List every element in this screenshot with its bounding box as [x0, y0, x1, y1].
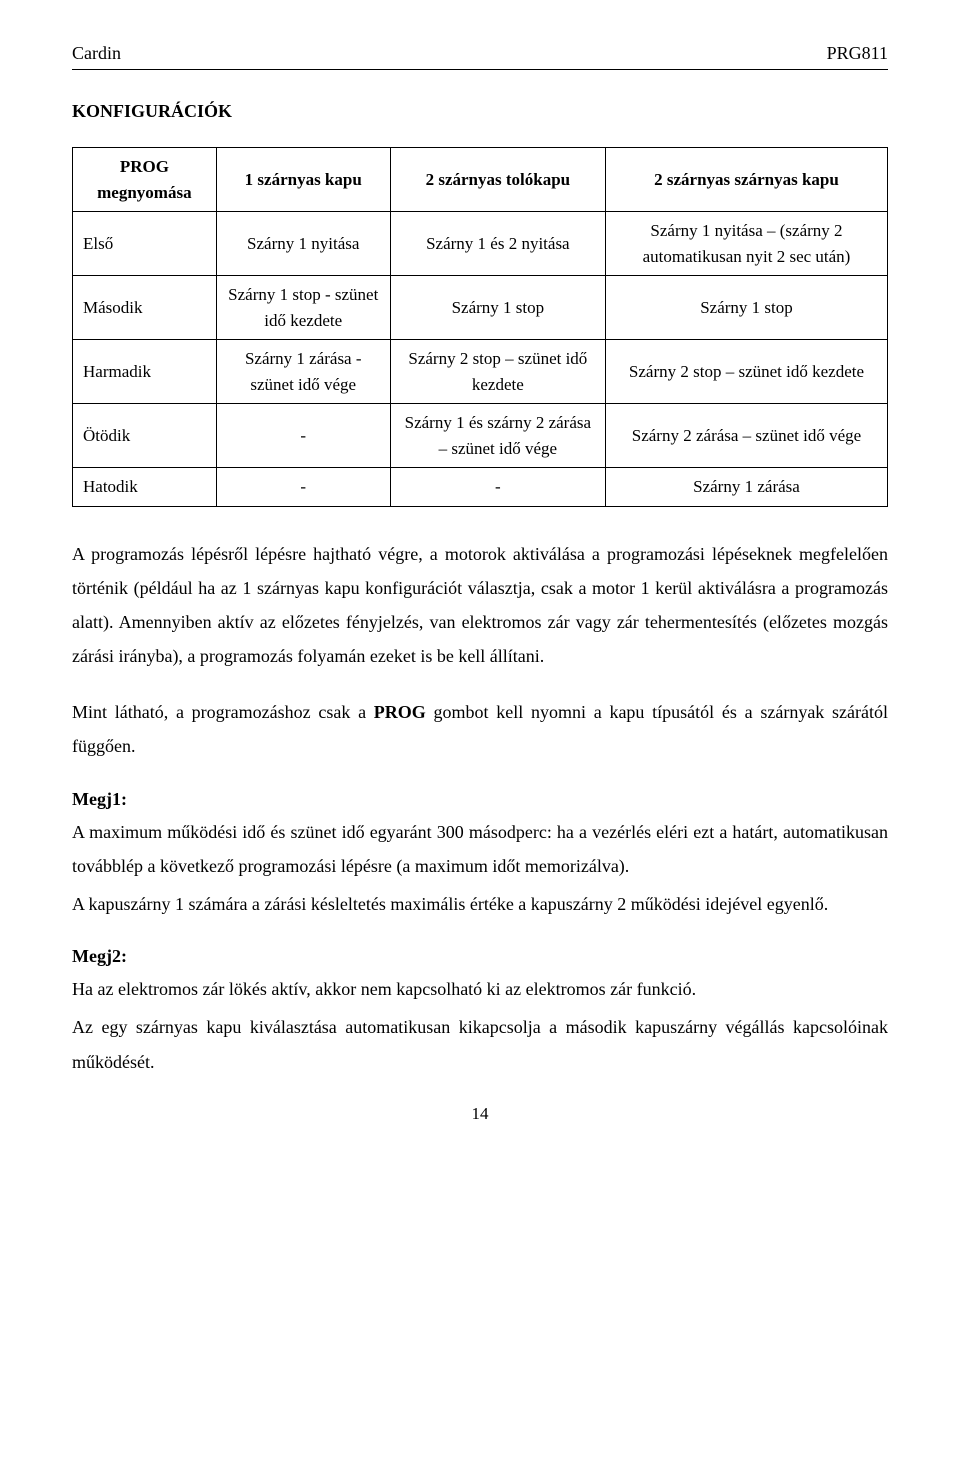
table-row: Harmadik Szárny 1 zárása - szünet idő vé… [73, 340, 888, 404]
note2-line-b: Az egy szárnyas kapu kiválasztása automa… [72, 1010, 888, 1078]
col-header-0: PROG megnyomása [73, 148, 217, 212]
cell: Szárny 1 stop - szünet idő kezdete [216, 276, 390, 340]
header-left: Cardin [72, 40, 121, 67]
table-row: Második Szárny 1 stop - szünet idő kezde… [73, 276, 888, 340]
page-header: Cardin PRG811 [72, 40, 888, 70]
cell: Szárny 1 zárása - szünet idő vége [216, 340, 390, 404]
row-label: Hatodik [73, 468, 217, 507]
table-header-row: PROG megnyomása 1 szárnyas kapu 2 szárny… [73, 148, 888, 212]
table-row: Hatodik - - Szárny 1 zárása [73, 468, 888, 507]
cell: - [216, 404, 390, 468]
cell: Szárny 1 stop [605, 276, 887, 340]
note2-label: Megj2: [72, 943, 888, 970]
cell: - [216, 468, 390, 507]
row-label: Első [73, 212, 217, 276]
section-title: KONFIGURÁCIÓK [72, 98, 888, 125]
header-right: PRG811 [827, 40, 888, 67]
cell: Szárny 1 stop [390, 276, 605, 340]
row-label: Ötödik [73, 404, 217, 468]
note1-line-a: A maximum működési idő és szünet idő egy… [72, 815, 888, 883]
col-header-3: 2 szárnyas szárnyas kapu [605, 148, 887, 212]
config-table: PROG megnyomása 1 szárnyas kapu 2 szárny… [72, 147, 888, 507]
col-header-1: 1 szárnyas kapu [216, 148, 390, 212]
cell: Szárny 1 nyitása [216, 212, 390, 276]
paragraph-1: A programozás lépésről lépésre hajtható … [72, 537, 888, 674]
cell: Szárny 1 nyitása – (szárny 2 automatikus… [605, 212, 887, 276]
table-row: Első Szárny 1 nyitása Szárny 1 és 2 nyit… [73, 212, 888, 276]
p2-pre: Mint látható, a programozáshoz csak a [72, 702, 374, 722]
paragraph-2: Mint látható, a programozáshoz csak a PR… [72, 695, 888, 763]
table-row: Ötödik - Szárny 1 és szárny 2 zárása – s… [73, 404, 888, 468]
page-number: 14 [72, 1101, 888, 1127]
note1-line-b: A kapuszárny 1 számára a zárási késlelte… [72, 887, 888, 921]
row-label: Harmadik [73, 340, 217, 404]
cell: Szárny 2 zárása – szünet idő vége [605, 404, 887, 468]
row-label: Második [73, 276, 217, 340]
note2-line-a: Ha az elektromos zár lökés aktív, akkor … [72, 972, 888, 1006]
cell: Szárny 1 és 2 nyitása [390, 212, 605, 276]
cell: - [390, 468, 605, 507]
cell: Szárny 2 stop – szünet idő kezdete [390, 340, 605, 404]
cell: Szárny 1 zárása [605, 468, 887, 507]
p2-bold: PROG [374, 702, 426, 722]
cell: Szárny 2 stop – szünet idő kezdete [605, 340, 887, 404]
note1-label: Megj1: [72, 786, 888, 813]
cell: Szárny 1 és szárny 2 zárása – szünet idő… [390, 404, 605, 468]
col-header-2: 2 szárnyas tolókapu [390, 148, 605, 212]
